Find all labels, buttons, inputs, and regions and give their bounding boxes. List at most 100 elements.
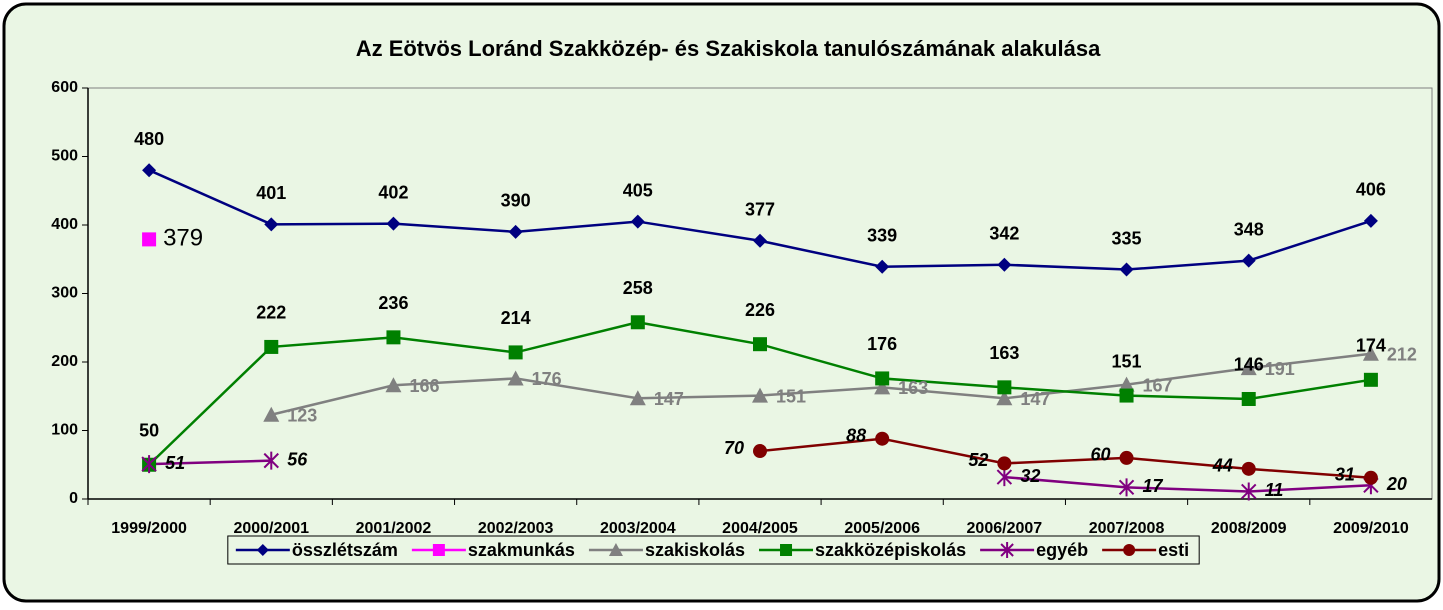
marker [385,377,402,393]
marker [1362,345,1379,361]
marker [1241,461,1256,476]
marker [630,214,645,229]
data-label: 163 [898,378,928,398]
marker [997,380,1012,395]
data-label: 335 [1112,228,1142,248]
marker [629,390,646,406]
data-label: 222 [256,303,286,323]
marker [997,456,1012,471]
data-label: 176 [867,334,897,354]
y-tick-label: 500 [51,148,78,165]
marker [142,163,157,178]
data-label: 44 [1212,456,1233,476]
legend-label: összlétszám [292,540,398,560]
marker [753,233,767,248]
data-label: 258 [623,278,653,298]
plot-area [87,87,1433,500]
legend-label: szakmunkás [468,540,575,560]
marker [263,406,280,422]
data-label: 236 [378,293,408,313]
data-label: 214 [501,308,531,328]
data-label: 146 [1234,355,1264,375]
data-label: 151 [1112,351,1142,371]
y-tick-label: 300 [51,285,78,302]
marker [508,224,523,239]
data-label: 32 [1020,466,1040,486]
marker [1363,372,1378,387]
data-label: 390 [501,191,531,211]
y-tick-label: 100 [51,422,78,439]
x-tick-label: 2005/2006 [844,520,920,537]
data-label: 191 [1265,359,1295,379]
legend-label: szakiskolás [645,540,745,560]
data-label: 31 [1335,465,1355,485]
marker [997,257,1012,272]
marker [875,431,890,446]
marker [1118,376,1135,392]
legend-label: egyéb [1036,540,1088,560]
data-label: 379 [163,225,203,252]
legend: összlétszám szakmunkás szakiskolás szakközé… [227,535,1200,565]
data-label: 176 [532,369,562,389]
marker [608,543,623,556]
x-tick-label: 2001/2002 [356,520,432,537]
data-label: 226 [745,300,775,320]
marker [264,217,279,232]
y-tick-label: 200 [51,353,78,370]
x-tick-label: 2003/2004 [600,520,676,537]
data-label: 56 [287,449,308,469]
marker [264,339,279,354]
marker [386,330,401,345]
x-tick-label: 2004/2005 [722,520,798,537]
x-tick-label: 2007/2008 [1089,520,1165,537]
marker [1241,253,1256,268]
marker [753,444,767,459]
marker [1240,360,1257,376]
marker [1363,213,1378,228]
marker [508,345,523,360]
data-label: 123 [287,405,317,425]
data-label: 405 [623,180,653,200]
legend-box [227,535,1200,565]
series-line [270,352,1372,416]
series-line [759,437,1372,480]
x-tick-label: 1999/2000 [111,520,187,537]
marker [263,451,279,470]
marker [386,216,401,231]
marker [752,387,768,403]
x-tick-label: 2002/2003 [478,520,554,537]
marker [874,379,891,395]
series-line [149,459,1371,493]
marker [1241,482,1257,501]
data-label: 51 [165,453,185,473]
marker [630,315,645,330]
marker [1123,544,1136,556]
data-label: 52 [968,450,988,470]
marker [507,370,524,386]
data-label: 167 [1143,375,1173,395]
data-label: 212 [1387,345,1417,365]
legend-label: esti [1158,540,1189,560]
data-label: 342 [989,223,1019,243]
x-tick-label: 2000/2001 [233,520,309,537]
y-tick-label: 0 [69,490,78,507]
data-label: 166 [409,376,439,396]
data-label: 11 [1265,480,1284,500]
marker [1363,470,1378,485]
marker [780,544,793,556]
marker [1119,262,1134,277]
data-label: 147 [654,389,684,409]
data-label: 377 [745,200,775,220]
marker [753,337,767,352]
data-label: 70 [724,438,744,458]
marker [1118,478,1135,497]
data-label: 348 [1234,219,1264,239]
data-label: 174 [1356,336,1386,356]
x-tick-label: 2009/2010 [1333,520,1409,537]
marker [1000,542,1014,558]
y-tick-label: 600 [51,79,78,96]
marker [1119,388,1134,403]
data-label: 339 [867,226,897,246]
marker [875,371,890,386]
marker [996,468,1013,487]
